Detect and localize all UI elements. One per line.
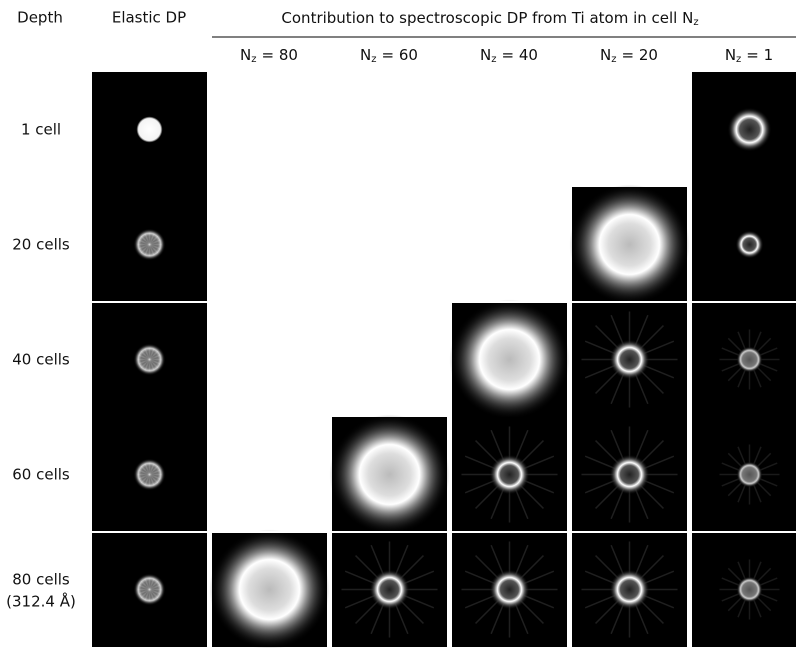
row-label: 60 cells: [12, 466, 70, 484]
header-contribution: Contribution to spectroscopic DP from Ti…: [281, 9, 698, 29]
spot: [450, 300, 570, 420]
subscript: z: [251, 54, 256, 65]
symbol: N: [480, 46, 491, 64]
subscript: z: [611, 54, 616, 65]
spot: [736, 231, 764, 259]
symbol: N: [600, 46, 611, 64]
subscript: z: [736, 54, 741, 65]
subscript: z: [491, 54, 496, 65]
value: = 40: [502, 46, 538, 64]
value: = 20: [622, 46, 658, 64]
subscript: z: [371, 54, 376, 65]
spot: [490, 455, 530, 495]
row-label: 1 cell: [21, 121, 61, 139]
image-grid: [92, 72, 796, 648]
spot: [610, 570, 650, 610]
spot: [490, 570, 530, 610]
row-label: 40 cells: [12, 351, 70, 369]
figure: Depth Elastic DP Contribution to spectro…: [0, 0, 796, 648]
column-header: Nz = 80: [240, 46, 298, 66]
spot: [137, 117, 163, 143]
symbol: N: [725, 46, 736, 64]
spot: [737, 577, 763, 603]
column-header: Nz = 20: [600, 46, 658, 66]
spot: [210, 530, 330, 648]
symbol: N: [240, 46, 251, 64]
value: = 60: [382, 46, 418, 64]
column-header: Nz = 60: [360, 46, 418, 66]
spot: [737, 347, 763, 373]
page: Depth Elastic DP Contribution to spectro…: [0, 0, 796, 648]
spot: [370, 570, 410, 610]
row-label: 20 cells: [12, 236, 70, 254]
symbol: N: [360, 46, 371, 64]
row-sublabel: (312.4 Å): [6, 592, 76, 611]
spot: [728, 108, 772, 152]
value: = 1: [746, 46, 773, 64]
header-depth: Depth: [17, 9, 63, 27]
spot: [737, 462, 763, 488]
column-header: Nz = 40: [480, 46, 538, 66]
header-elastic: Elastic DP: [112, 9, 186, 27]
spot: [610, 340, 650, 380]
spot: [610, 455, 650, 495]
column-header: Nz = 1: [725, 46, 773, 66]
row-label: 80 cells: [12, 571, 70, 589]
spot: [330, 415, 450, 535]
spot: [570, 185, 690, 305]
value: = 80: [262, 46, 298, 64]
